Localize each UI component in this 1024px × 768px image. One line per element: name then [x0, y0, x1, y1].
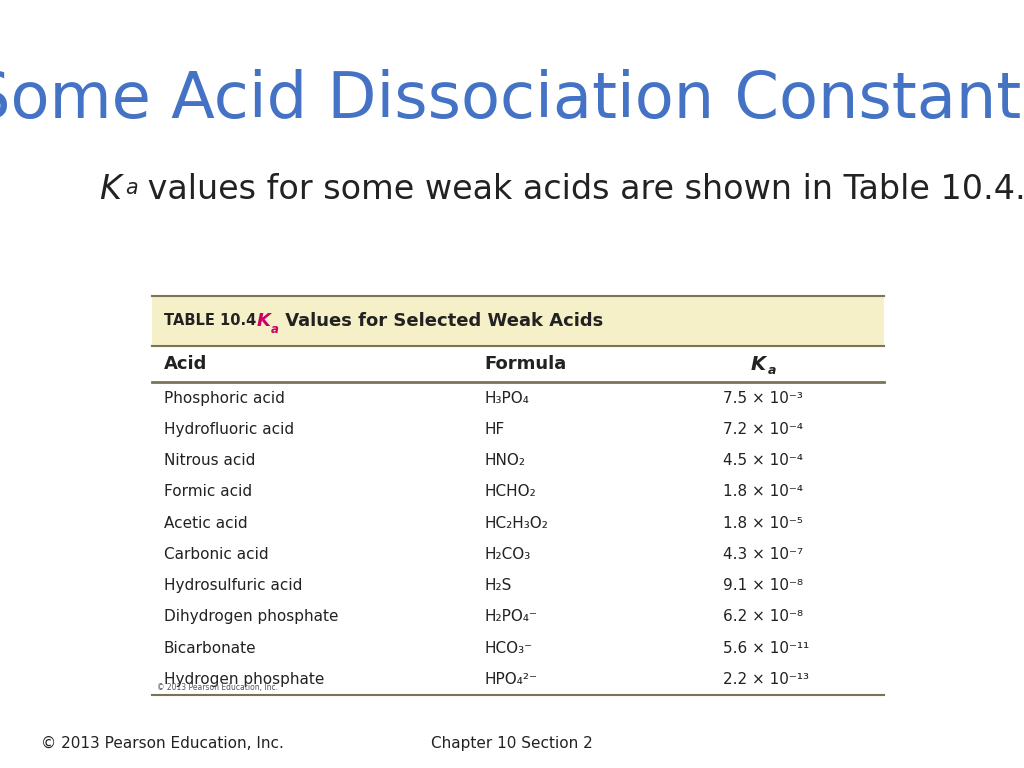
Text: Bicarbonate: Bicarbonate: [164, 641, 256, 656]
Text: Hydrosulfuric acid: Hydrosulfuric acid: [164, 578, 302, 593]
Text: Hydrofluoric acid: Hydrofluoric acid: [164, 422, 294, 437]
Text: 7.2 × 10⁻⁴: 7.2 × 10⁻⁴: [723, 422, 803, 437]
Text: 4.3 × 10⁻⁷: 4.3 × 10⁻⁷: [723, 547, 803, 562]
Text: HPO₄²⁻: HPO₄²⁻: [484, 672, 538, 687]
Text: HCHO₂: HCHO₂: [484, 485, 537, 499]
Text: 7.5 × 10⁻³: 7.5 × 10⁻³: [723, 391, 803, 406]
Text: Acetic acid: Acetic acid: [164, 515, 248, 531]
Text: HNO₂: HNO₂: [484, 453, 525, 468]
Text: H₃PO₄: H₃PO₄: [484, 391, 529, 406]
Text: a: a: [768, 364, 776, 376]
Text: 1.8 × 10⁻⁵: 1.8 × 10⁻⁵: [723, 515, 803, 531]
Text: K: K: [257, 312, 271, 329]
Text: Phosphoric acid: Phosphoric acid: [164, 391, 285, 406]
Text: HCO₃⁻: HCO₃⁻: [484, 641, 532, 656]
Text: Formula: Formula: [484, 355, 567, 373]
Bar: [152, 346, 884, 695]
Text: Dihydrogen phosphate: Dihydrogen phosphate: [164, 609, 338, 624]
Text: H₂S: H₂S: [484, 578, 512, 593]
Text: 9.1 × 10⁻⁸: 9.1 × 10⁻⁸: [723, 578, 803, 593]
Text: © 2013 Pearson Education, Inc.: © 2013 Pearson Education, Inc.: [41, 736, 284, 751]
Text: HC₂H₃O₂: HC₂H₃O₂: [484, 515, 549, 531]
Text: 1.8 × 10⁻⁴: 1.8 × 10⁻⁴: [723, 485, 803, 499]
Text: Chapter 10 Section 2: Chapter 10 Section 2: [431, 736, 593, 751]
Text: Hydrogen phosphate: Hydrogen phosphate: [164, 672, 325, 687]
Text: a: a: [270, 323, 279, 336]
Text: H₂CO₃: H₂CO₃: [484, 547, 530, 562]
Text: TABLE 10.4: TABLE 10.4: [164, 313, 266, 328]
Text: Carbonic acid: Carbonic acid: [164, 547, 268, 562]
Text: Values for Selected Weak Acids: Values for Selected Weak Acids: [279, 312, 603, 329]
Text: values for some weak acids are shown in Table 10.4.: values for some weak acids are shown in …: [137, 173, 1024, 206]
Text: Formic acid: Formic acid: [164, 485, 252, 499]
Text: 5.6 × 10⁻¹¹: 5.6 × 10⁻¹¹: [723, 641, 809, 656]
Text: H₂PO₄⁻: H₂PO₄⁻: [484, 609, 538, 624]
Text: Acid: Acid: [164, 355, 207, 373]
Text: a: a: [125, 178, 137, 198]
Text: 6.2 × 10⁻⁸: 6.2 × 10⁻⁸: [723, 609, 803, 624]
Bar: [152, 296, 884, 346]
Text: 4.5 × 10⁻⁴: 4.5 × 10⁻⁴: [723, 453, 803, 468]
Text: K: K: [99, 173, 121, 206]
Text: Nitrous acid: Nitrous acid: [164, 453, 255, 468]
Text: Some Acid Dissociation Constants: Some Acid Dissociation Constants: [0, 69, 1024, 131]
Text: HF: HF: [484, 422, 505, 437]
Text: 2.2 × 10⁻¹³: 2.2 × 10⁻¹³: [723, 672, 809, 687]
Text: © 2013 Pearson Education, Inc.: © 2013 Pearson Education, Inc.: [157, 683, 278, 692]
Text: K: K: [751, 355, 766, 373]
